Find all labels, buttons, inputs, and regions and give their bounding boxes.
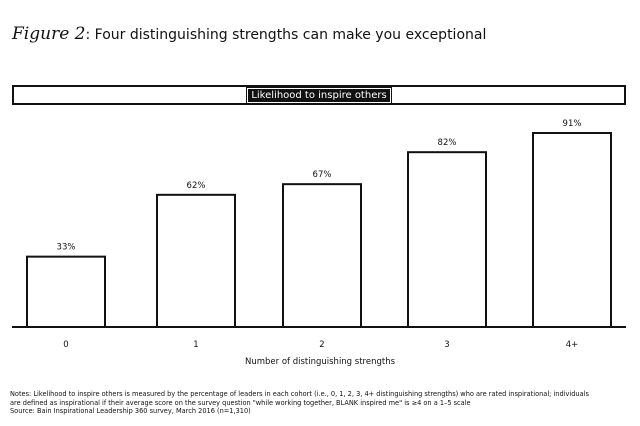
data-label-3: 82%	[438, 138, 457, 148]
source-line: Source: Bain Inspirational Leadership 36…	[10, 407, 251, 415]
chart-notes: Notes: Likelihood to inspire others is m…	[10, 390, 630, 416]
data-label-4+: 91%	[563, 119, 582, 129]
bar-1	[156, 193, 236, 328]
data-label-2: 67%	[313, 170, 332, 180]
bar-4+	[532, 132, 612, 328]
bar-3	[407, 151, 487, 328]
labels-group: 33% 0 62% 1 67% 2 82% 3 91% 4+	[57, 119, 582, 350]
x-tick-label-0: 0	[63, 340, 68, 350]
notes-line-1: Notes: Likelihood to inspire others is m…	[10, 390, 589, 398]
x-tick-label-3: 3	[444, 340, 449, 350]
figure-label: Figure 2	[12, 24, 86, 44]
bars-group	[26, 132, 612, 328]
x-axis-label: Number of distinguishing strengths	[245, 357, 396, 367]
figure-title: Figure 2: Four distinguishing strengths …	[12, 24, 486, 44]
bar-2	[282, 183, 362, 328]
bar-0	[26, 255, 106, 328]
bar-chart: 33% 0 62% 1 67% 2 82% 3 91% 4+ Number of distingu…	[12, 119, 626, 367]
notes-line-2: are defined as inspirational if their av…	[10, 398, 471, 407]
banner-label: Likelihood to inspire others	[246, 86, 392, 104]
figure-title-text: : Four distinguishing strengths can make…	[85, 27, 487, 43]
data-label-0: 33%	[57, 243, 76, 253]
x-tick-label-4+: 4+	[566, 340, 579, 350]
chart-banner: Likelihood to inspire others	[12, 85, 626, 105]
x-tick-label-2: 2	[319, 340, 324, 350]
data-label-1: 62%	[187, 181, 206, 191]
x-tick-label-1: 1	[193, 340, 198, 350]
